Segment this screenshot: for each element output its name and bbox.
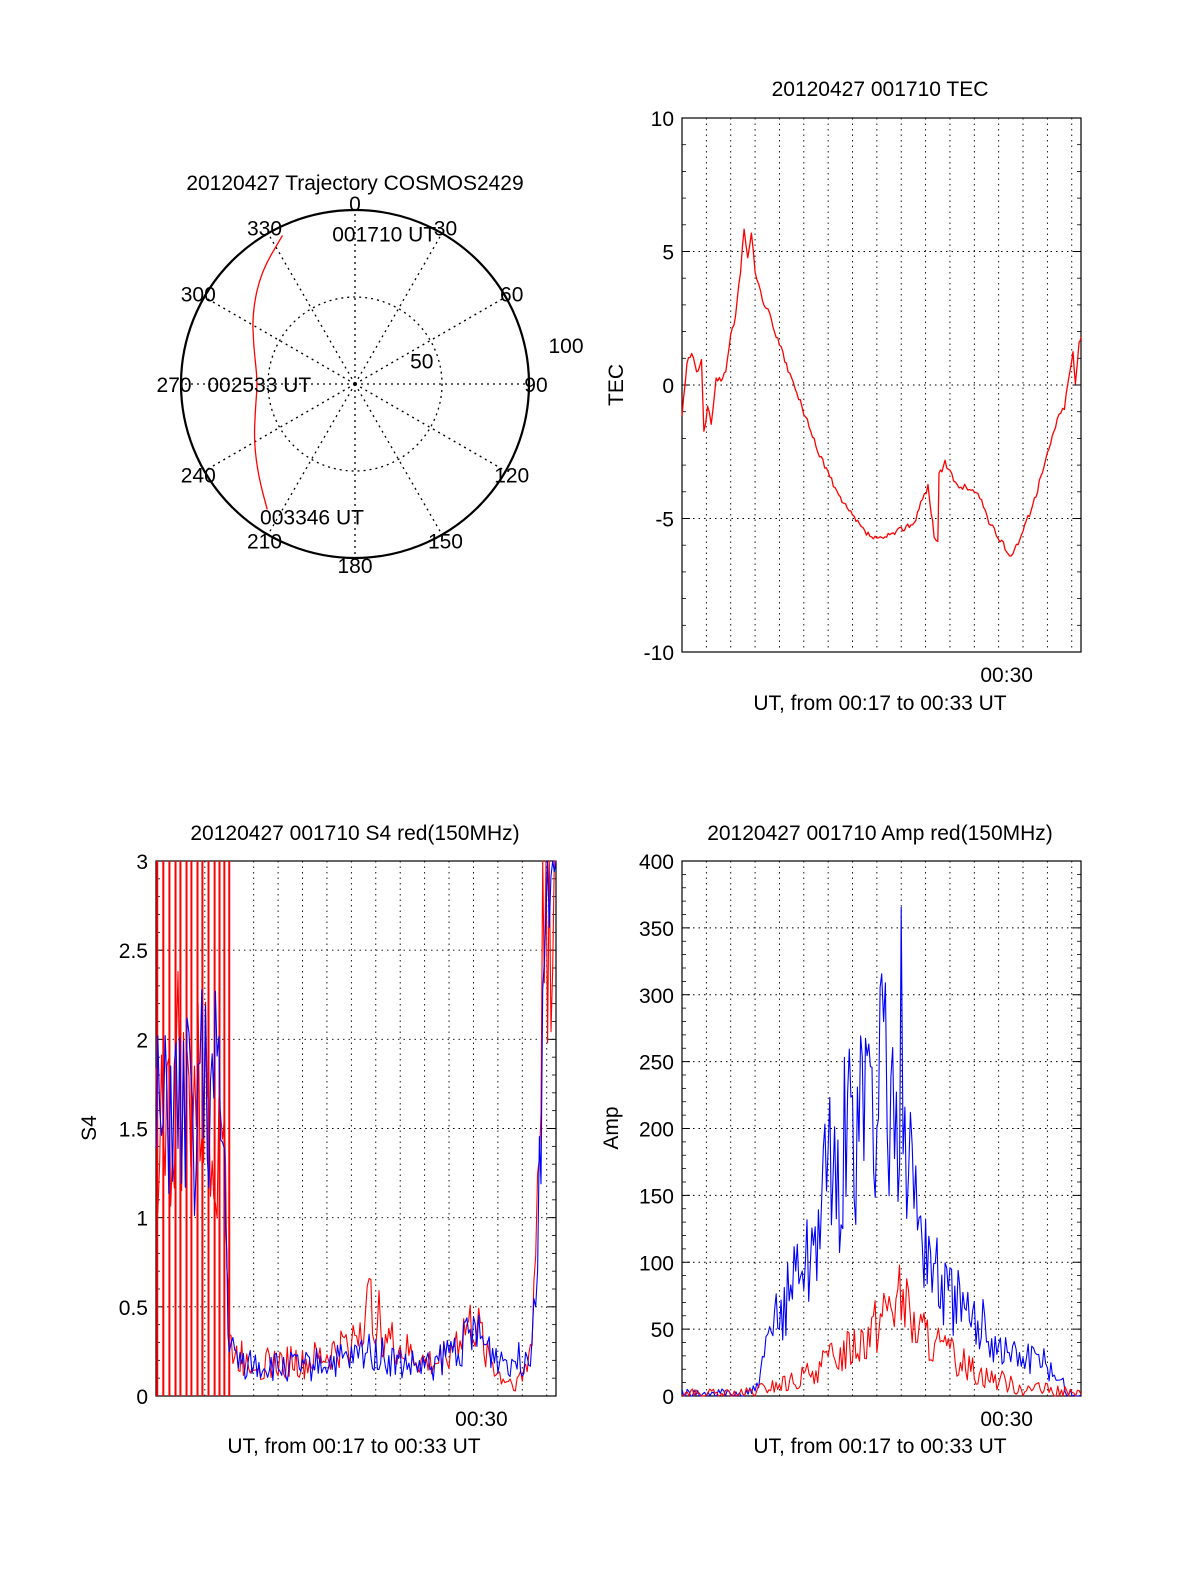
- s4-y-tick-label: 1: [136, 1208, 148, 1231]
- polar-spoke: [203, 296, 356, 385]
- polar-spoke: [267, 383, 356, 536]
- amp-y-tick-label: 300: [639, 985, 674, 1008]
- tec-y-tick-label: -5: [655, 509, 674, 532]
- s4-y-tick-label: 0: [136, 1386, 148, 1409]
- s4-y-tick-label: 0.5: [119, 1297, 148, 1320]
- s4-y-tick-label: 1.5: [119, 1119, 148, 1142]
- amp-y-tick-label: 350: [639, 918, 674, 941]
- s4-series-line: [155, 860, 557, 1382]
- polar-spoke: [354, 383, 443, 536]
- amp-x-tick-label: 00:30: [980, 1408, 1033, 1431]
- s4-panel: 20120427 001710 S4 red(150MHz) 3 2.5 2 1.5 1…: [78, 822, 557, 1458]
- polar-azimuth-label: 90: [524, 374, 547, 397]
- tec-x-tick-label: 00:30: [980, 664, 1033, 687]
- amp-gridlines: [682, 860, 1081, 1397]
- polar-azimuth-label: 150: [428, 531, 463, 554]
- tec-y-tick-label: 10: [651, 108, 674, 131]
- polar-azimuth-label: 240: [181, 464, 216, 487]
- tec-gridlines: [682, 117, 1081, 653]
- polar-inner-circle: [267, 296, 443, 472]
- polar-time-annotation: 001710 UT: [332, 224, 436, 247]
- s4-y-tick-label: 2: [136, 1029, 148, 1052]
- tec-y-tick-label: 0: [662, 375, 674, 398]
- polar-azimuth-label: 270: [157, 374, 192, 397]
- amp-y-tick-label: 100: [639, 1252, 674, 1275]
- polar-azimuth-label: 210: [247, 531, 282, 554]
- polar-spoke: [354, 296, 507, 385]
- polar-outer-circle: [179, 208, 531, 560]
- amp-series-line: [681, 906, 1082, 1397]
- s4-tick-labels: 3 2.5 2 1.5 1 0.5 0 00:30: [119, 851, 508, 1431]
- polar-title: 20120427 Trajectory COSMOS2429: [186, 172, 523, 195]
- polar-azimuth-label: 0: [349, 193, 361, 216]
- s4-x-axis-label: UT, from 00:17 to 00:33 UT: [227, 1435, 480, 1458]
- polar-spoke: [203, 383, 356, 472]
- amp-y-tick-label: 200: [639, 1119, 674, 1142]
- polar-azimuth-label: 60: [500, 284, 523, 307]
- s4-title: 20120427 001710 S4 red(150MHz): [190, 822, 519, 845]
- amp-y-tick-label: 0: [662, 1386, 674, 1409]
- trajectory-panel: 20120427 Trajectory COSMOS2429 0 30 60 90 12…: [157, 172, 584, 578]
- tec-x-axis-label: UT, from 00:17 to 00:33 UT: [753, 692, 1006, 715]
- s4-x-tick-label: 00:30: [455, 1408, 508, 1431]
- tec-series: [681, 228, 1082, 557]
- tec-panel: 20120427 001710 TEC 10 5 0 -5 -10 00:30 TEC U…: [605, 78, 1082, 715]
- amp-y-tick-label: 150: [639, 1185, 674, 1208]
- s4-y-tick-label: 2.5: [119, 940, 148, 963]
- amp-x-axis-label: UT, from 00:17 to 00:33 UT: [753, 1435, 1006, 1458]
- polar-spoke: [354, 232, 443, 385]
- polar-time-annotation: 002533 UT: [207, 374, 311, 397]
- polar-plot-area: 0 30 60 90 120 150 180 210 240 270 300 330 50 100 0017…: [157, 193, 584, 578]
- amp-series: [681, 906, 1082, 1397]
- tec-y-tick-label: -10: [644, 642, 674, 665]
- amp-y-tick-label: 250: [639, 1052, 674, 1075]
- s4-y-axis-label: S4: [78, 1115, 101, 1141]
- polar-azimuth-label: 180: [337, 555, 372, 578]
- s4-gridlines: [156, 860, 556, 1397]
- amp-title: 20120427 001710 Amp red(150MHz): [707, 822, 1053, 845]
- polar-trajectory-track: [252, 235, 284, 510]
- tec-tick-labels: 10 5 0 -5 -10 00:30: [644, 108, 1033, 687]
- polar-spoke: [267, 232, 356, 385]
- amp-y-tick-label: 50: [651, 1319, 674, 1342]
- amp-panel: 20120427 001710 Amp red(150MHz) 400 350 30…: [600, 822, 1082, 1458]
- amp-series-line: [681, 1264, 1082, 1397]
- tec-y-axis-label: TEC: [605, 364, 628, 406]
- s4-y-tick-label: 3: [136, 851, 148, 874]
- tec-series-line: [681, 228, 1082, 557]
- tec-title: 20120427 001710 TEC: [772, 78, 989, 101]
- polar-spoke: [354, 383, 507, 472]
- polar-azimuth-label: 30: [434, 217, 457, 240]
- s4-plot-frame: [155, 860, 557, 1397]
- polar-azimuth-label: 330: [247, 217, 282, 240]
- polar-azimuth-label: 120: [494, 464, 529, 487]
- amp-y-axis-label: Amp: [600, 1106, 623, 1149]
- polar-azimuth-label: 300: [181, 284, 216, 307]
- polar-time-annotation: 003346 UT: [260, 506, 364, 529]
- polar-radial-label: 100: [548, 335, 583, 358]
- polar-radial-label: 50: [410, 351, 433, 374]
- s4-series: [155, 860, 557, 1396]
- s4-series-line: [155, 860, 556, 1392]
- amp-tick-labels: 400 350 300 250 200 150 100 50 0 00:30: [639, 851, 1033, 1431]
- tec-y-tick-label: 5: [662, 242, 674, 265]
- amp-y-tick-label: 400: [639, 851, 674, 874]
